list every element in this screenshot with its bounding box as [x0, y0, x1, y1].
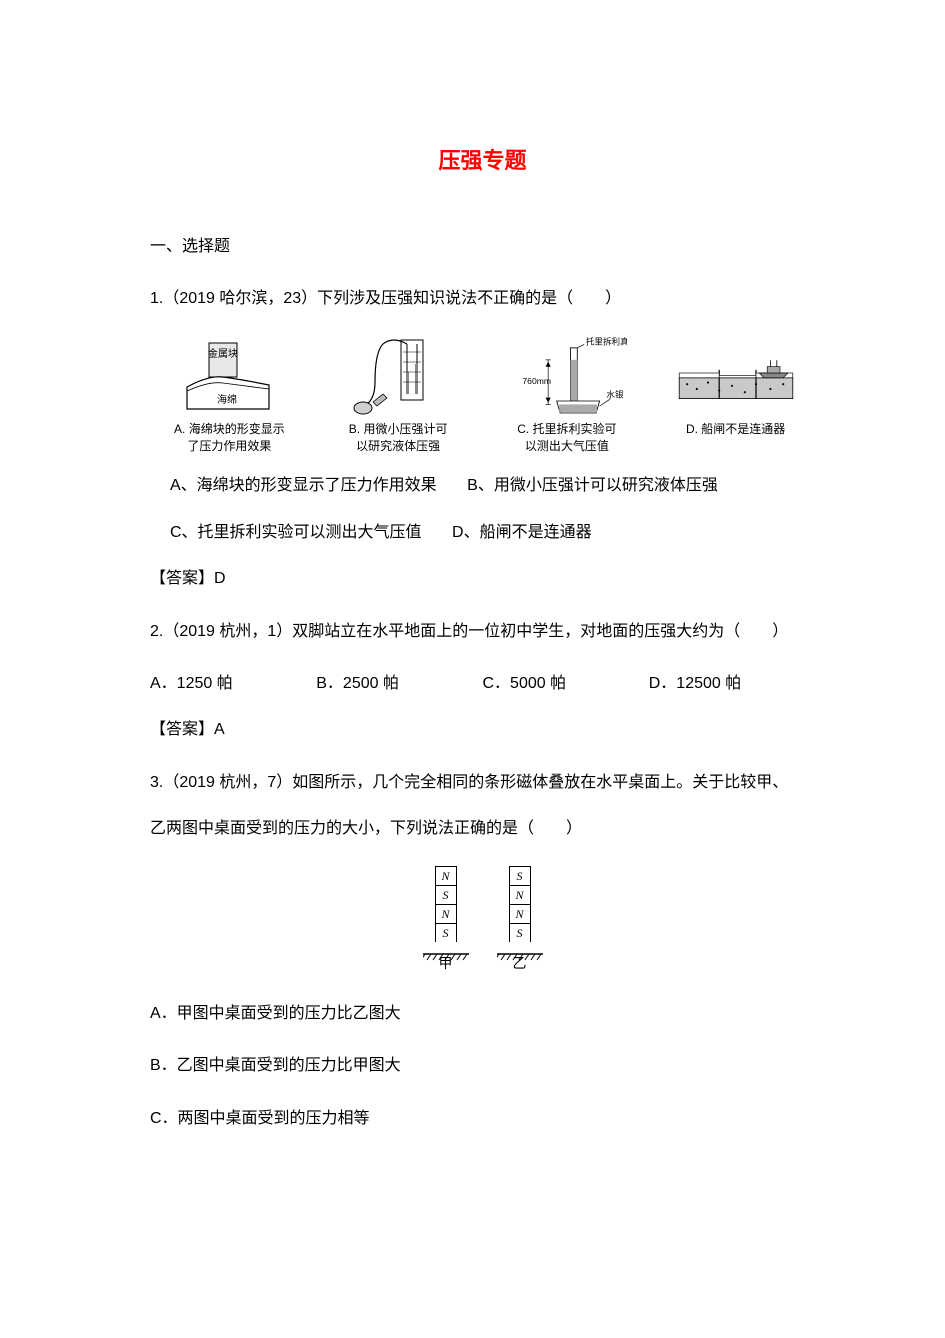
q1-figB-cap2: 以研究液体压强 [349, 438, 448, 455]
svg-text:水银: 水银 [606, 388, 624, 399]
q3-choice-a: A．甲图中桌面受到的压力比乙图大 [150, 999, 815, 1029]
q2-choice-d: D．12500 帕 [649, 669, 815, 699]
svg-text:海绵: 海绵 [217, 393, 237, 406]
manometer-icon [343, 332, 453, 422]
q1-figure-d: D. 船闸不是连通器 [656, 337, 815, 456]
section-heading-1: 一、选择题 [150, 232, 815, 262]
q1-choice-b: B、用微小压强计可以研究液体压强 [467, 471, 718, 501]
magnet-pole: S [435, 885, 457, 904]
q1-answer: 【答案】D [150, 564, 815, 594]
magnet-pole: N [435, 866, 457, 885]
svg-text:760mm: 760mm [522, 375, 551, 385]
q3-stack-yi: S N N S 乙 [497, 866, 543, 977]
page-title: 压强专题 [150, 140, 815, 182]
q1-figA-cap1: A. 海绵块的形变显示 [174, 421, 285, 438]
magnet-pole: S [435, 923, 457, 942]
magnet-pole: N [509, 885, 531, 904]
q1-figure-row: 金属块 海绵 A. 海绵块的形变显示 了压力作用效果 [150, 337, 815, 456]
q3-choice-c: C．两图中桌面受到的压力相等 [150, 1104, 815, 1134]
q3-figure: N S N S 甲 S N N [150, 866, 815, 977]
q1-figure-c: 托里拆利真空 760mm 水银 C. 托里拆利实验可 [488, 337, 647, 456]
q1-stem: 1.（2019 哈尔滨，23）下列涉及压强知识说法不正确的是（ ） [150, 284, 815, 314]
q3-label-yi: 乙 [513, 950, 527, 977]
q1-figA-cap2: 了压力作用效果 [174, 438, 285, 455]
q1-figure-b: B. 用微小压强计可 以研究液体压强 [319, 337, 478, 456]
magnet-pole: S [509, 923, 531, 942]
q1-figure-a: 金属块 海绵 A. 海绵块的形变显示 了压力作用效果 [150, 337, 309, 456]
magnet-pole: N [509, 904, 531, 923]
q1-choice-a: A、海绵块的形变显示了压力作用效果 [170, 471, 437, 501]
magnet-pole: S [509, 866, 531, 885]
ground-hatch-icon [497, 942, 543, 948]
q1-figC-cap2: 以测出大气压值 [517, 438, 616, 455]
ground-hatch-icon [423, 942, 469, 948]
q1-figB-cap1: B. 用微小压强计可 [349, 421, 448, 438]
svg-text:托里拆利真空: 托里拆利真空 [586, 335, 627, 346]
q1-figC-cap1: C. 托里拆利实验可 [517, 421, 616, 438]
q2-choices: A．1250 帕 B．2500 帕 C．5000 帕 D．12500 帕 [150, 669, 815, 699]
q3-label-jia: 甲 [439, 950, 453, 977]
q1-choice-c: C、托里拆利实验可以测出大气压值 [170, 518, 422, 548]
ship-lock-icon [676, 342, 796, 412]
q2-choice-c: C．5000 帕 [483, 669, 649, 699]
q3-stem-2: 乙两图中桌面受到的压力的大小，下列说法正确的是（ ） [150, 814, 815, 844]
q2-choice-a: A．1250 帕 [150, 669, 316, 699]
q2-stem: 2.（2019 杭州，1）双脚站立在水平地面上的一位初中学生，对地面的压强大约为… [150, 617, 815, 647]
torricelli-icon: 托里拆利真空 760mm 水银 [507, 329, 627, 425]
sponge-block-icon: 金属块 海绵 [169, 337, 289, 417]
q2-choice-b: B．2500 帕 [316, 669, 482, 699]
q2-answer: 【答案】A [150, 715, 815, 745]
q1-figD-cap: D. 船闸不是连通器 [686, 421, 785, 438]
q3-stack-jia: N S N S 甲 [423, 866, 469, 977]
q3-stem-1: 3.（2019 杭州，7）如图所示，几个完全相同的条形磁体叠放在水平桌面上。关于… [150, 768, 815, 798]
svg-text:金属块: 金属块 [208, 347, 238, 360]
q3-choice-b: B．乙图中桌面受到的压力比甲图大 [150, 1051, 815, 1081]
q1-choice-d: D、船闸不是连通器 [452, 518, 592, 548]
magnet-pole: N [435, 904, 457, 923]
